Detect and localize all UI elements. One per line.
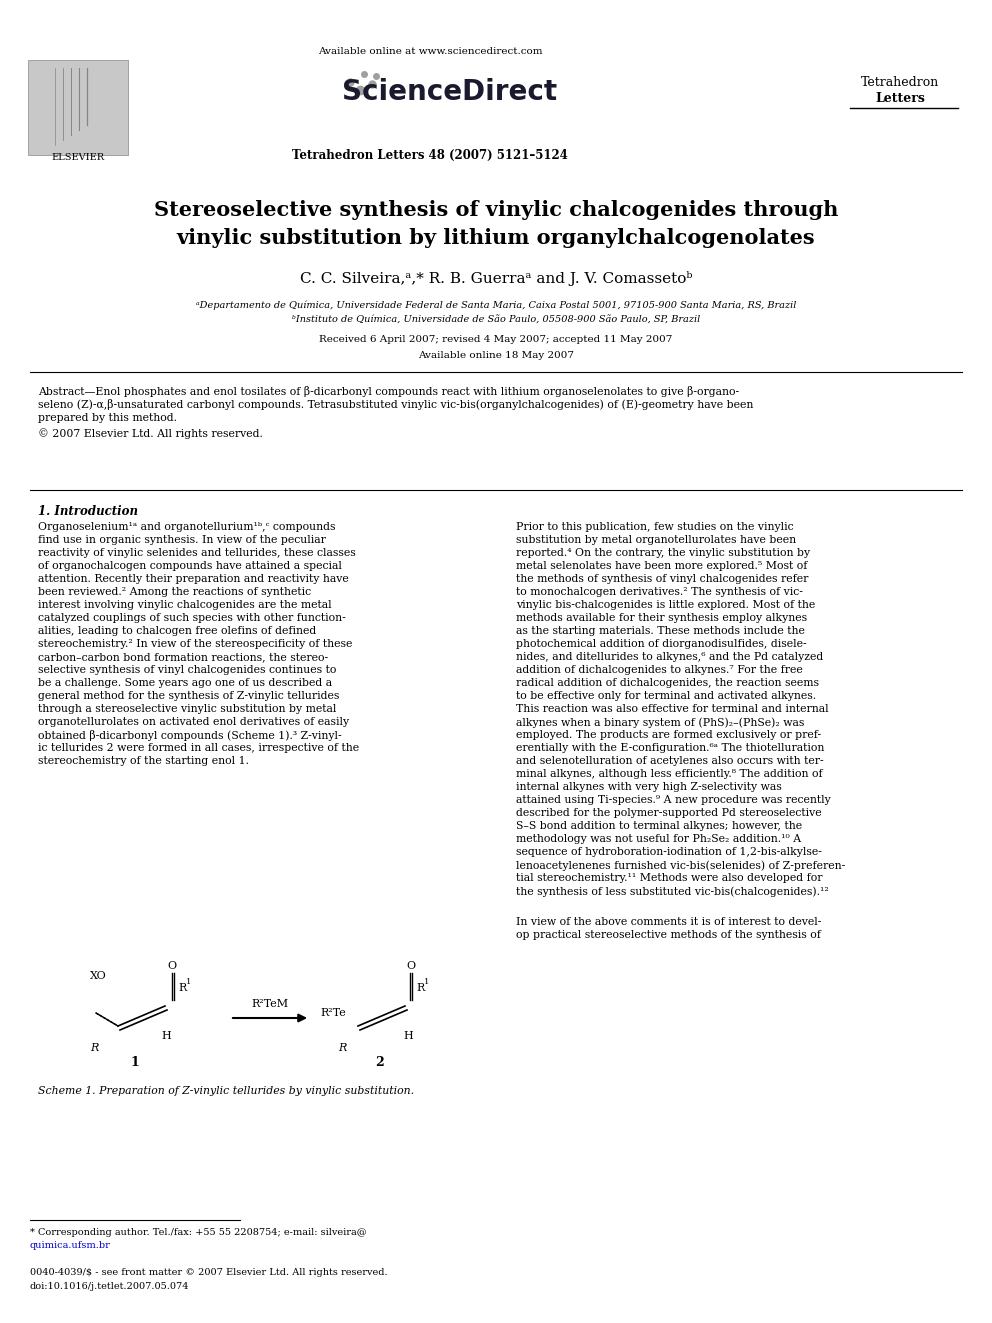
Text: vinylic substitution by lithium organylchalcogenolates: vinylic substitution by lithium organylc… [177, 228, 815, 247]
Text: This reaction was also effective for terminal and internal: This reaction was also effective for ter… [516, 704, 828, 714]
Text: as the starting materials. These methods include the: as the starting materials. These methods… [516, 626, 805, 636]
Text: obtained β-dicarbonyl compounds (Scheme 1).³ Z-vinyl-: obtained β-dicarbonyl compounds (Scheme … [38, 730, 341, 741]
Text: R: R [178, 983, 186, 994]
Text: selective synthesis of vinyl chalcogenides continues to: selective synthesis of vinyl chalcogenid… [38, 665, 336, 675]
Text: ᵇInstituto de Química, Universidade de São Paulo, 05508-900 São Paulo, SP, Brazi: ᵇInstituto de Química, Universidade de S… [292, 315, 700, 324]
Text: Prior to this publication, few studies on the vinylic: Prior to this publication, few studies o… [516, 523, 794, 532]
Text: ScienceDirect: ScienceDirect [342, 78, 558, 106]
Text: ᵃDepartamento de Química, Universidade Federal de Santa Maria, Caixa Postal 5001: ᵃDepartamento de Química, Universidade F… [195, 300, 797, 310]
Bar [28, 60, 128, 155]
Text: the methods of synthesis of vinyl chalcogenides refer: the methods of synthesis of vinyl chalco… [516, 574, 808, 583]
Text: alkynes when a binary system of (PhS)₂–(PhSe)₂ was: alkynes when a binary system of (PhS)₂–(… [516, 717, 805, 728]
Text: been reviewed.² Among the reactions of synthetic: been reviewed.² Among the reactions of s… [38, 587, 311, 597]
Text: * Corresponding author. Tel./fax: +55 55 2208754; e-mail: silveira@: * Corresponding author. Tel./fax: +55 55… [30, 1228, 367, 1237]
Text: 1: 1 [186, 978, 191, 986]
Text: © 2007 Elsevier Ltd. All rights reserved.: © 2007 Elsevier Ltd. All rights reserved… [38, 429, 263, 439]
Text: Letters: Letters [875, 91, 925, 105]
Text: H: H [403, 1031, 413, 1041]
Text: doi:10.1016/j.tetlet.2007.05.074: doi:10.1016/j.tetlet.2007.05.074 [30, 1282, 189, 1291]
Text: 2: 2 [376, 1057, 384, 1069]
Text: R: R [338, 1043, 346, 1053]
Text: XO: XO [90, 971, 107, 980]
Text: quimica.ufsm.br: quimica.ufsm.br [30, 1241, 111, 1250]
Text: substitution by metal organotellurolates have been: substitution by metal organotellurolates… [516, 534, 797, 545]
Text: be a challenge. Some years ago one of us described a: be a challenge. Some years ago one of us… [38, 677, 332, 688]
Text: R: R [90, 1043, 98, 1053]
Text: nides, and ditellurides to alkynes,⁶ and the Pd catalyzed: nides, and ditellurides to alkynes,⁶ and… [516, 652, 823, 662]
Text: S–S bond addition to terminal alkynes; however, the: S–S bond addition to terminal alkynes; h… [516, 822, 803, 831]
Text: organotellurolates on activated enol derivatives of easily: organotellurolates on activated enol der… [38, 717, 349, 728]
Text: Scheme 1. Preparation of Z-vinylic tellurides by vinylic substitution.: Scheme 1. Preparation of Z-vinylic tellu… [38, 1086, 414, 1095]
Text: 0040-4039/$ - see front matter © 2007 Elsevier Ltd. All rights reserved.: 0040-4039/$ - see front matter © 2007 El… [30, 1267, 388, 1277]
Text: Organoselenium¹ᵃ and organotellurium¹ᵇ,ᶜ compounds: Organoselenium¹ᵃ and organotellurium¹ᵇ,ᶜ… [38, 523, 335, 532]
Text: ic tellurides 2 were formed in all cases, irrespective of the: ic tellurides 2 were formed in all cases… [38, 744, 359, 753]
Text: and selenotelluration of acetylenes also occurs with ter-: and selenotelluration of acetylenes also… [516, 755, 823, 766]
Text: employed. The products are formed exclusively or pref-: employed. The products are formed exclus… [516, 730, 821, 740]
Text: op practical stereoselective methods of the synthesis of: op practical stereoselective methods of … [516, 930, 820, 941]
Text: carbon–carbon bond formation reactions, the stereo-: carbon–carbon bond formation reactions, … [38, 652, 328, 662]
Text: interest involving vinylic chalcogenides are the metal: interest involving vinylic chalcogenides… [38, 601, 331, 610]
Text: H: H [161, 1031, 171, 1041]
Text: O: O [407, 960, 416, 971]
Text: Stereoselective synthesis of vinylic chalcogenides through: Stereoselective synthesis of vinylic cha… [154, 200, 838, 220]
Text: tial stereochemistry.¹¹ Methods were also developed for: tial stereochemistry.¹¹ Methods were als… [516, 873, 822, 882]
Text: addition of dichalcogenides to alkynes.⁷ For the free: addition of dichalcogenides to alkynes.⁷… [516, 665, 803, 675]
Text: lenoacetylenenes furnished vic-bis(selenides) of Z-preferen-: lenoacetylenenes furnished vic-bis(selen… [516, 860, 845, 871]
Text: Tetrahedron Letters 48 (2007) 5121–5124: Tetrahedron Letters 48 (2007) 5121–5124 [292, 148, 568, 161]
Text: through a stereoselective vinylic substitution by metal: through a stereoselective vinylic substi… [38, 704, 336, 714]
Text: the synthesis of less substituted vic-bis(chalcogenides).¹²: the synthesis of less substituted vic-bi… [516, 886, 828, 897]
Text: stereochemistry.² In view of the stereospecificity of these: stereochemistry.² In view of the stereos… [38, 639, 352, 650]
Text: sequence of hydroboration-iodination of 1,2-bis-alkylse-: sequence of hydroboration-iodination of … [516, 847, 822, 857]
Text: described for the polymer-supported Pd stereoselective: described for the polymer-supported Pd s… [516, 808, 821, 818]
Text: general method for the synthesis of Z-vinylic tellurides: general method for the synthesis of Z-vi… [38, 691, 339, 701]
Text: to monochalcogen derivatives.² The synthesis of vic-: to monochalcogen derivatives.² The synth… [516, 587, 803, 597]
Text: 1: 1 [131, 1057, 139, 1069]
Text: stereochemistry of the starting enol 1.: stereochemistry of the starting enol 1. [38, 755, 249, 766]
Text: reported.⁴ On the contrary, the vinylic substitution by: reported.⁴ On the contrary, the vinylic … [516, 548, 810, 558]
Text: Available online 18 May 2007: Available online 18 May 2007 [418, 351, 574, 360]
Text: R²Te: R²Te [320, 1008, 346, 1017]
Text: seleno (Z)-α,β-unsaturated carbonyl compounds. Tetrasubstituted vinylic vic-bis(: seleno (Z)-α,β-unsaturated carbonyl comp… [38, 400, 753, 410]
Text: 1. Introduction: 1. Introduction [38, 505, 138, 519]
Text: attained using Ti-species.⁹ A new procedure was recently: attained using Ti-species.⁹ A new proced… [516, 795, 830, 804]
Text: ELSEVIER: ELSEVIER [52, 153, 104, 163]
Text: R: R [416, 983, 425, 994]
Text: find use in organic synthesis. In view of the peculiar: find use in organic synthesis. In view o… [38, 534, 326, 545]
Text: erentially with the E-configuration.⁶ᵃ The thiotelluration: erentially with the E-configuration.⁶ᵃ T… [516, 744, 824, 753]
Text: Available online at www.sciencedirect.com: Available online at www.sciencedirect.co… [317, 48, 543, 57]
Text: O: O [168, 960, 177, 971]
Text: methodology was not useful for Ph₂Se₂ addition.¹⁰ A: methodology was not useful for Ph₂Se₂ ad… [516, 833, 802, 844]
Text: internal alkynes with very high Z-selectivity was: internal alkynes with very high Z-select… [516, 782, 782, 792]
Text: of organochalcogen compounds have attained a special: of organochalcogen compounds have attain… [38, 561, 342, 572]
Text: vinylic bis-chalcogenides is little explored. Most of the: vinylic bis-chalcogenides is little expl… [516, 601, 815, 610]
Text: In view of the above comments it is of interest to devel-: In view of the above comments it is of i… [516, 917, 821, 927]
Text: Abstract—Enol phosphates and enol tosilates of β-dicarbonyl compounds react with: Abstract—Enol phosphates and enol tosila… [38, 386, 739, 397]
Text: attention. Recently their preparation and reactivity have: attention. Recently their preparation an… [38, 574, 349, 583]
Text: reactivity of vinylic selenides and tellurides, these classes: reactivity of vinylic selenides and tell… [38, 548, 356, 558]
Text: metal selenolates have been more explored.⁵ Most of: metal selenolates have been more explore… [516, 561, 807, 572]
Text: catalyzed couplings of such species with other function-: catalyzed couplings of such species with… [38, 613, 346, 623]
Text: Received 6 April 2007; revised 4 May 2007; accepted 11 May 2007: Received 6 April 2007; revised 4 May 200… [319, 336, 673, 344]
Text: prepared by this method.: prepared by this method. [38, 413, 177, 423]
Text: 1: 1 [424, 978, 430, 986]
Text: R²TeM: R²TeM [251, 999, 289, 1009]
Text: minal alkynes, although less efficiently.⁸ The addition of: minal alkynes, although less efficiently… [516, 769, 822, 779]
Text: alities, leading to chalcogen free olefins of defined: alities, leading to chalcogen free olefi… [38, 626, 316, 636]
Text: Tetrahedron: Tetrahedron [861, 75, 939, 89]
Text: to be effective only for terminal and activated alkynes.: to be effective only for terminal and ac… [516, 691, 816, 701]
Text: photochemical addition of diorganodisulfides, disele-: photochemical addition of diorganodisulf… [516, 639, 806, 650]
Text: C. C. Silveira,ᵃ,* R. B. Guerraᵃ and J. V. Comassetoᵇ: C. C. Silveira,ᵃ,* R. B. Guerraᵃ and J. … [300, 270, 692, 286]
Text: radical addition of dichalcogenides, the reaction seems: radical addition of dichalcogenides, the… [516, 677, 819, 688]
Text: methods available for their synthesis employ alkynes: methods available for their synthesis em… [516, 613, 807, 623]
